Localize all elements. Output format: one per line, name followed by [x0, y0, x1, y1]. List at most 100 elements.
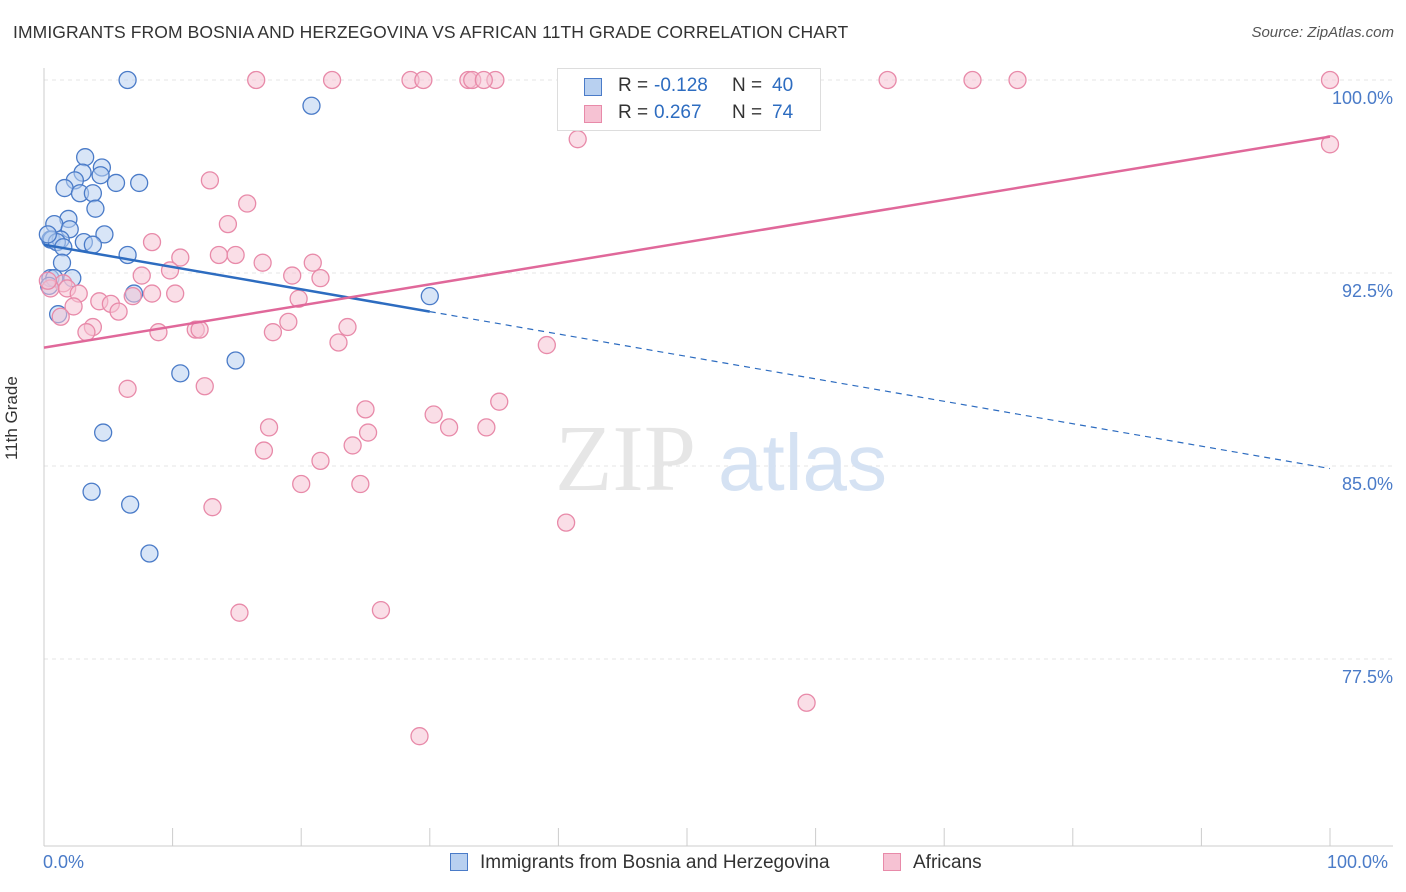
- data-point-pink: [358, 423, 378, 442]
- data-point-pink: [329, 333, 348, 352]
- chart-title: IMMIGRANTS FROM BOSNIA AND HERZEGOVINA V…: [13, 22, 849, 42]
- data-point-pink: [311, 268, 330, 288]
- data-point-blue: [118, 70, 137, 90]
- data-point-pink: [303, 253, 322, 272]
- data-point-pink: [226, 245, 245, 265]
- data-point-pink: [118, 379, 137, 398]
- x-tick-label-min: 0.0%: [43, 852, 85, 872]
- data-point-pink: [283, 266, 302, 285]
- legend-n-label: N =: [732, 102, 763, 123]
- data-point-pink: [1008, 70, 1027, 90]
- bottom-legend-blue: Immigrants from Bosnia and Herzegovina: [450, 852, 830, 874]
- data-point-blue: [86, 199, 105, 218]
- data-point-pink: [477, 418, 496, 437]
- data-point-pink: [123, 287, 142, 306]
- data-point-pink: [311, 451, 330, 471]
- bottom-legend-pink: Africans: [883, 852, 982, 874]
- legend-r-value: 0.267: [654, 102, 702, 123]
- grid-lines: [44, 79, 1393, 660]
- trend-lines: [43, 135, 1331, 470]
- data-point-blue: [76, 148, 95, 167]
- data-point-pink: [247, 70, 266, 90]
- data-point-pink: [253, 253, 272, 272]
- data-point-pink: [238, 194, 257, 213]
- data-point-pink: [259, 418, 279, 437]
- data-point-pink: [338, 317, 357, 337]
- data-point-pink: [195, 377, 214, 396]
- data-point-pink: [142, 232, 162, 252]
- y-tick-label: 85.0%: [1342, 474, 1393, 494]
- data-point-pink: [474, 70, 493, 90]
- data-point-blue: [106, 173, 126, 193]
- data-point-pink: [254, 441, 274, 460]
- data-point-blue: [83, 184, 103, 203]
- data-point-pink: [556, 513, 576, 532]
- data-point-pink: [51, 307, 70, 326]
- data-point-pink: [38, 271, 58, 290]
- pink-swatch-icon: [584, 105, 602, 123]
- data-point-pink: [230, 603, 249, 622]
- data-point-blue: [94, 423, 113, 442]
- data-point-pink: [1320, 135, 1340, 154]
- data-point-pink: [209, 245, 229, 265]
- legend-n-value: 74: [772, 102, 794, 123]
- data-point-pink: [343, 436, 362, 455]
- data-point-blue: [420, 287, 439, 306]
- stats-legend: R = -0.128 N = 40 R = 0.267 N = 74: [557, 68, 821, 131]
- data-point-pink: [424, 405, 443, 424]
- y-tick-labels: 100.0% 92.5% 85.0% 77.5%: [1332, 88, 1393, 687]
- legend-r-value: -0.128: [654, 75, 708, 96]
- trend-line-blue: [43, 243, 431, 313]
- pink-legend-icon: [883, 853, 901, 871]
- blue-legend-icon: [450, 853, 468, 871]
- data-point-blue: [91, 166, 110, 185]
- data-point-blue: [226, 351, 245, 370]
- data-point-pink: [1320, 70, 1340, 90]
- y-tick-label: 77.5%: [1342, 667, 1393, 687]
- trend-line-pink: [43, 135, 1331, 349]
- data-point-blue: [140, 544, 159, 563]
- data-point-blue: [52, 253, 72, 272]
- data-point-pink: [263, 323, 283, 342]
- data-point-blue: [302, 96, 321, 115]
- legend-n-label: N =: [732, 75, 763, 96]
- data-point-blue: [83, 235, 103, 254]
- data-point-pink: [142, 284, 162, 303]
- bottom-legend-blue-label: Immigrants from Bosnia and Herzegovina: [480, 852, 830, 873]
- source-label: Source: ZipAtlas.com: [1251, 24, 1394, 41]
- data-point-blue: [171, 364, 190, 383]
- legend-n-value: 40: [772, 75, 794, 96]
- data-point-pink: [292, 474, 311, 494]
- data-point-pink: [218, 214, 238, 234]
- legend-r-label: R =: [618, 102, 649, 123]
- data-point-pink: [439, 418, 459, 437]
- data-point-pink: [490, 392, 509, 411]
- legend-row-pink: R = 0.267 N = 74: [558, 100, 820, 128]
- data-point-pink: [279, 312, 298, 332]
- watermark-zip: ZIP: [555, 407, 696, 511]
- axes: [43, 68, 1393, 847]
- data-point-pink: [200, 171, 220, 190]
- legend-row-blue: R = -0.128 N = 40: [558, 73, 820, 101]
- data-point-pink: [132, 266, 151, 285]
- blue-swatch-icon: [584, 78, 602, 96]
- data-point-pink: [410, 727, 429, 746]
- y-tick-label: 92.5%: [1342, 281, 1393, 301]
- data-point-blue: [130, 173, 149, 193]
- data-point-pink: [963, 70, 982, 90]
- data-point-pink: [289, 289, 308, 308]
- data-point-pink: [109, 302, 128, 321]
- data-point-pink: [356, 400, 375, 419]
- data-point-pink: [322, 70, 342, 90]
- legend-r-label: R =: [618, 75, 649, 96]
- data-point-blue: [82, 482, 101, 501]
- data-point-pink: [797, 693, 816, 712]
- watermark-atlas: atlas: [718, 418, 887, 507]
- data-point-pink: [537, 335, 556, 355]
- data-point-blue: [38, 225, 58, 244]
- data-point-pink: [414, 70, 433, 90]
- x-tick-label-max: 100.0%: [1327, 852, 1389, 872]
- data-point-pink: [203, 498, 222, 517]
- data-point-pink: [171, 248, 190, 267]
- data-point-blue: [121, 495, 140, 514]
